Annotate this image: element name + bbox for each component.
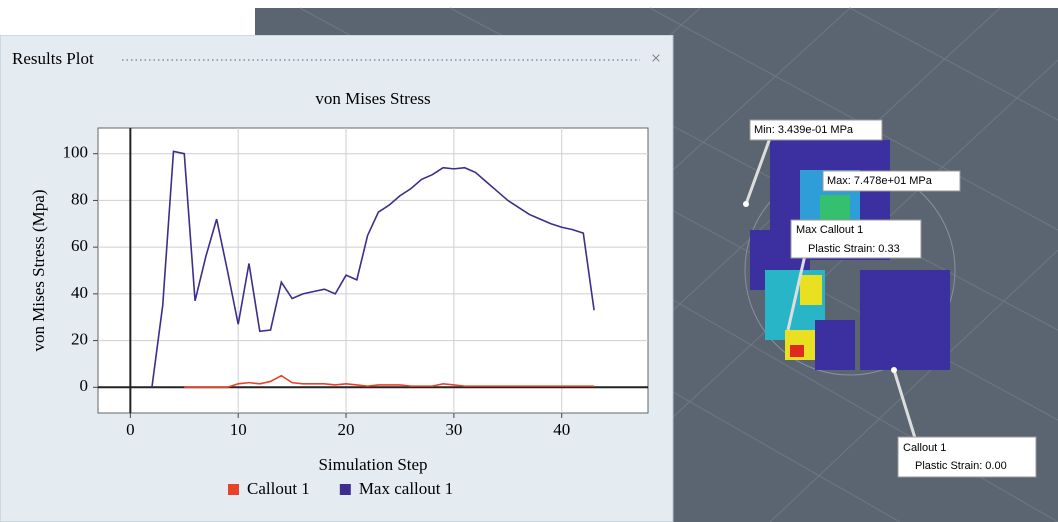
y-axis-label: von Mises Stress (Mpa) [29,190,48,352]
x-tick-label: 40 [553,420,570,439]
callout-text: Max Callout 1 [796,224,863,236]
mesh-part [815,320,855,370]
mesh-part [860,270,950,370]
callout-text: Max: 7.478e+01 MPa [827,175,933,187]
x-tick-label: 10 [230,420,247,439]
callout-text: Callout 1 [903,442,946,454]
top-strip [255,0,1058,8]
y-tick-label: 40 [71,283,88,302]
callout-text: Plastic Strain: 0.00 [915,460,1007,472]
legend-label: Callout 1 [247,479,310,498]
legend-label: Max callout 1 [359,479,453,498]
x-tick-label: 20 [338,420,355,439]
callout-text: Plastic Strain: 0.33 [808,243,900,255]
y-tick-label: 100 [63,143,89,162]
legend-swatch [228,484,239,495]
y-tick-label: 20 [71,329,88,348]
close-button[interactable]: × [651,48,661,68]
y-tick-label: 60 [71,236,88,255]
mesh-part [800,275,822,305]
x-tick-label: 0 [126,420,135,439]
panel-title: Results Plot [12,49,94,68]
x-tick-label: 30 [445,420,462,439]
legend-swatch [340,484,351,495]
y-tick-label: 0 [80,376,89,395]
chart-title: von Mises Stress [315,89,430,108]
plot-area [98,128,648,413]
results-plot-panel: Results Plot × von Mises Stress Simulatio… [0,35,674,522]
mesh-part [790,345,804,357]
callout-text: Min: 3.439e-01 MPa [754,124,854,136]
x-axis-label: Simulation Step [318,455,427,474]
y-tick-label: 80 [71,189,88,208]
screen: Min: 3.439e-01 MPa Max: 7.478e+01 MPa Ma… [0,0,1058,522]
